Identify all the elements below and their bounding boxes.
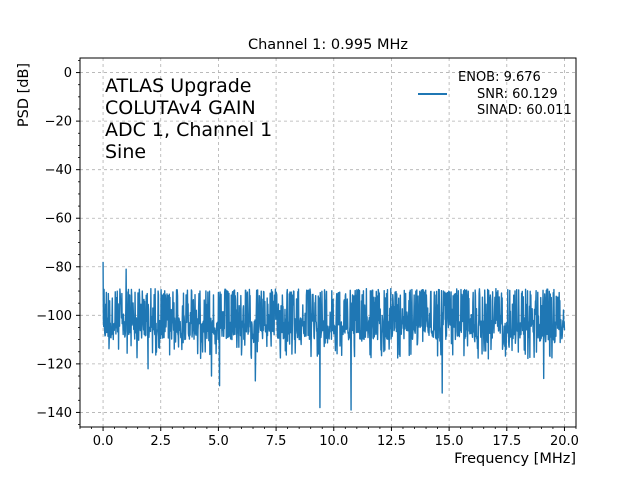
- x-tick-label: 2.5: [150, 434, 171, 449]
- x-tick-label: 0.0: [93, 434, 114, 449]
- x-tick-label: 10.0: [319, 434, 348, 449]
- x-tick-label: 17.5: [492, 434, 521, 449]
- y-tick-label: −60: [45, 212, 72, 227]
- y-axis: 0 −20 −40 −60 −80 −100 −120 −140: [36, 60, 80, 425]
- y-tick-label: −140: [36, 406, 72, 421]
- annotation-line: ADC 1, Channel 1: [105, 119, 272, 141]
- x-axis: 0.0 2.5 5.0 7.5 10.0 12.5 15.0 17.5 20.0: [79, 427, 579, 449]
- annotation-line: COLUTAv4 GAIN: [105, 97, 256, 119]
- legend: ENOB: 9.676 SNR: 60.129 SINAD: 60.011: [418, 70, 572, 118]
- y-axis-label: PSD [dB]: [16, 63, 32, 127]
- grid: [80, 58, 576, 427]
- legend-entry: SNR: 60.129: [477, 87, 558, 102]
- y-tick-label: −80: [45, 260, 72, 275]
- y-tick-label: −20: [45, 115, 72, 130]
- y-tick-label: 0: [64, 66, 72, 81]
- plot-area: [102, 261, 566, 411]
- x-tick-label: 12.5: [377, 434, 406, 449]
- legend-entry: ENOB: 9.676: [458, 70, 541, 85]
- annotation-block: ATLAS Upgrade COLUTAv4 GAIN ADC 1, Chann…: [105, 75, 272, 163]
- y-tick-label: −40: [45, 163, 72, 178]
- annotation-line: Sine: [105, 141, 146, 163]
- x-tick-label: 15.0: [435, 434, 464, 449]
- y-tick-label: −100: [36, 309, 72, 324]
- x-tick-label: 7.5: [266, 434, 287, 449]
- chart-title: Channel 1: 0.995 MHz: [248, 37, 408, 53]
- x-tick-label: 20.0: [550, 434, 579, 449]
- annotation-line: ATLAS Upgrade: [105, 75, 251, 97]
- psd-series-line: [102, 261, 566, 411]
- legend-entry: SINAD: 60.011: [477, 103, 572, 118]
- y-tick-label: −120: [36, 357, 72, 372]
- x-tick-label: 5.0: [208, 434, 229, 449]
- x-axis-label: Frequency [MHz]: [454, 451, 576, 467]
